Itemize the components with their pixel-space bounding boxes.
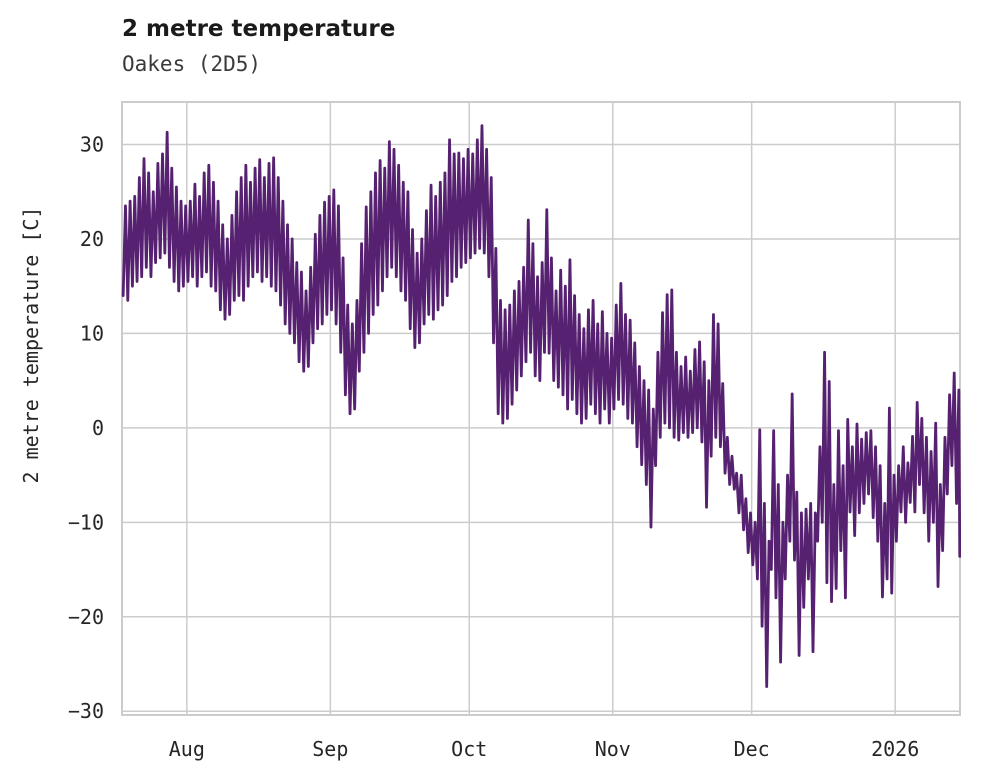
y-tick-label: 20 [80,227,104,251]
x-tick-label: Nov [595,737,631,761]
x-tick-label: Aug [169,737,205,761]
chart-subtitle: Oakes (2D5) [122,52,262,76]
x-tick-label: Sep [312,737,348,761]
x-tick-label: Oct [451,737,487,761]
y-tick-label: −20 [68,605,104,629]
y-axis-label: 2 metre temperature [C] [19,206,43,484]
temperature-line [121,124,961,689]
x-tick-label: 2026 [871,737,919,761]
y-tick-label: 10 [80,321,104,345]
y-tick-label: −10 [68,510,104,534]
x-tick-label: Dec [734,737,770,761]
y-tick-label: 30 [80,133,104,157]
y-tick-label: −30 [68,699,104,723]
chart-title: 2 metre temperature [122,16,396,42]
y-tick-label: 0 [92,416,104,440]
